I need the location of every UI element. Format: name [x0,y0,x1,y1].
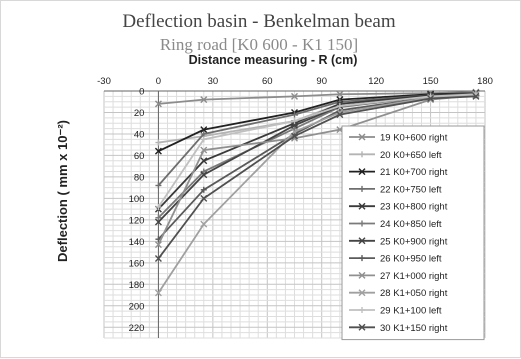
x-tick-label: 60 [262,76,273,87]
legend-label: 24 K0+850 left [380,219,442,230]
x-tick-label: 150 [423,76,439,87]
x-tick-label: 0 [156,76,161,87]
legend-label: 21 K0+700 right [380,167,448,178]
y-tick-label: 180 [129,280,145,291]
legend-label: 26 K0+950 left [380,254,442,265]
legend-label: 28 K1+050 right [380,288,448,299]
legend-label: 29 K1+100 left [380,306,442,317]
legend-label: 19 K0+600 right [380,133,448,144]
x-tick-label: 30 [208,76,219,87]
legend: 19 K0+600 right 20 K0+650 left 21 K0+700 r… [342,126,484,340]
y-tick-label: 60 [134,151,145,162]
x-tick-label: 180 [477,76,493,87]
legend-label: 25 K0+900 right [380,236,448,247]
y-tick-label: 140 [129,237,145,248]
y-tick-label: 80 [134,172,145,183]
x-tick-label: 90 [316,76,327,87]
y-axis-title: Deflection ( mm x 10⁻²) [55,120,70,262]
y-tick-label: 160 [129,258,145,269]
x-axis-title: Distance measuring - R (cm) [189,53,358,67]
y-tick-label: 100 [129,194,145,205]
chart-title: Deflection basin - Benkelman beam [122,11,396,32]
y-tick-label: 120 [129,215,145,226]
x-tick-label: 120 [368,76,384,87]
y-tick-label: 40 [134,129,145,140]
legend-label: 30 K1+150 right [380,323,448,334]
y-tick-label: 200 [129,301,145,312]
legend-label: 22 K0+750 left [380,184,442,195]
y-tick-label: 220 [129,323,145,334]
y-tick-label: 20 [134,108,145,119]
legend-label: 27 K1+000 right [380,271,448,282]
legend-label: 23 K0+800 right [380,202,448,213]
x-tick-label: -30 [97,76,111,87]
legend-label: 20 K0+650 left [380,150,442,161]
y-tick-label: 0 [139,87,144,98]
chart-subtitle: Ring road [K0 600 - K1 150] [160,35,358,54]
